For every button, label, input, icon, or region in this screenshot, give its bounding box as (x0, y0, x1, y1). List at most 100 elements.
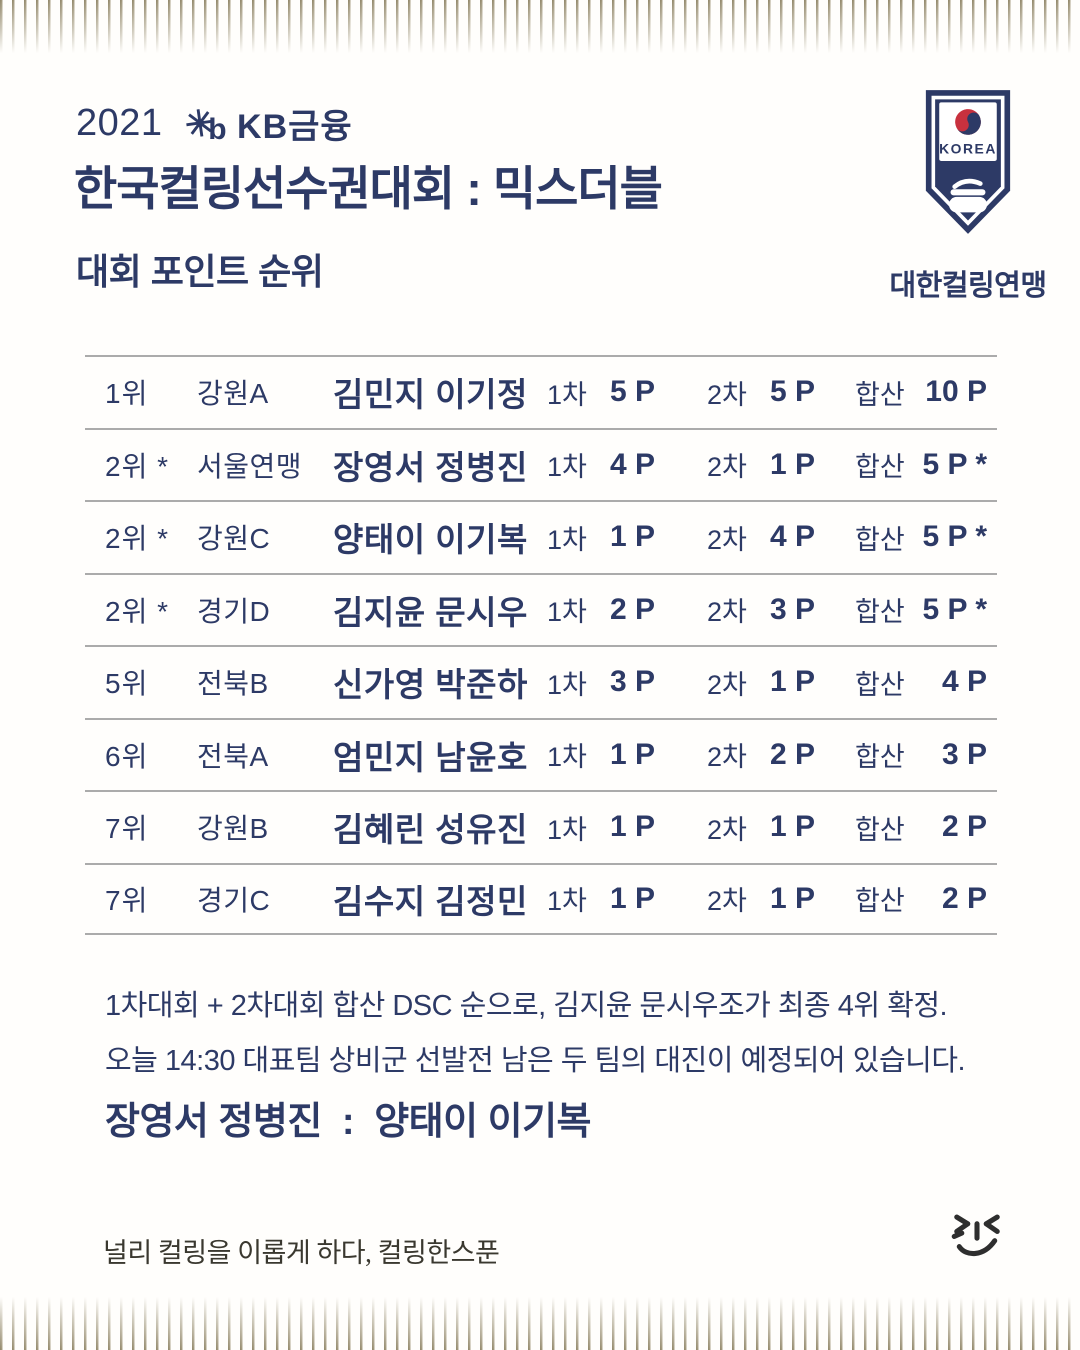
year-label: 2021 (76, 102, 163, 144)
rank-cell: 1위 (105, 378, 149, 410)
round2-label: 2차 (707, 742, 747, 773)
round2-points: 1 P (769, 447, 815, 481)
badge-shield-icon: KOREA (925, 90, 1011, 234)
table-row: 2위 * 경기D 김지윤 문시우 1차 2 P 2차 3 P 합산 5 P * (85, 572, 997, 646)
total-points: 4 P (941, 665, 987, 699)
round1-points: 1 P (609, 810, 655, 844)
brand-slogan: 널리 컬링을 이롭게 하다, 컬링한스푼 (103, 1238, 500, 1268)
round1-label: 1차 (547, 452, 587, 483)
total-label: 합산 (855, 742, 905, 773)
note-line-1: 1차대회 + 2차대회 합산 DSC 순으로, 김지윤 문시우조가 최종 4위 … (105, 990, 948, 1022)
badge-country-label: KOREA (939, 140, 997, 156)
korea-curling-badge: KOREA (922, 87, 1014, 242)
page-title: 한국컬링선수권대회 : 믹스더블 (74, 162, 663, 215)
round1-label: 1차 (547, 742, 587, 773)
total-label: 합산 (855, 814, 905, 845)
round1-label: 1차 (547, 886, 587, 917)
note-line-2: 오늘 14:30 대표팀 상비군 선발전 남은 두 팀의 대진이 예정되어 있습… (105, 1045, 966, 1077)
round1-label: 1차 (547, 379, 587, 410)
round1-label: 1차 (547, 597, 587, 628)
player-names-cell: 김민지 이기정 (333, 376, 528, 414)
total-points: 5 P * (922, 520, 988, 554)
table-row: 1위 강원A 김민지 이기정 1차 5 P 2차 5 P 합산 10 P (85, 355, 997, 428)
round2-label: 2차 (707, 524, 747, 555)
round1-label: 1차 (547, 524, 587, 555)
team-cell: 경기D (197, 595, 271, 627)
upcoming-match-line: 장영서 정병진 : 양태이 이기복 (105, 1101, 592, 1143)
round1-points: 1 P (609, 520, 655, 554)
rank-cell: 6위 (105, 740, 149, 772)
total-label: 합산 (855, 524, 905, 555)
round2-label: 2차 (707, 597, 747, 628)
rank-cell: 5위 (105, 668, 149, 700)
curling-hanspoon-logo (950, 1210, 1004, 1273)
page-subtitle: 대회 포인트 순위 (76, 251, 324, 292)
rank-cell: 2위 * (105, 523, 170, 555)
fringe-fade (0, 0, 1080, 56)
total-points: 5 P * (922, 592, 988, 626)
player-names-cell: 김혜린 성유진 (333, 811, 528, 849)
team-cell: 경기C (197, 884, 271, 916)
top-fringe-border (0, 0, 1080, 56)
round2-label: 2차 (707, 379, 747, 410)
sponsor-line: 2021 ✳ b KB금융 (76, 99, 353, 148)
round1-points: 3 P (609, 665, 655, 699)
rank-cell: 7위 (105, 884, 149, 916)
round2-points: 4 P (769, 520, 815, 554)
round2-points: 1 P (769, 810, 815, 844)
round2-points: 2 P (769, 737, 815, 771)
round2-points: 3 P (769, 592, 815, 626)
total-points: 2 P (941, 881, 987, 915)
team-cell: 강원C (197, 523, 271, 555)
team-cell: 강원B (197, 813, 269, 845)
total-points: 10 P (925, 375, 987, 409)
player-names-cell: 김지윤 문시우 (333, 593, 528, 631)
player-names-cell: 엄민지 남윤호 (333, 738, 528, 776)
curling-stone-icon (948, 178, 988, 213)
sponsor-name: KB금융 (237, 108, 353, 146)
rank-cell: 2위 * (105, 595, 170, 627)
taegeuk-icon (955, 109, 981, 135)
round1-points: 4 P (609, 447, 655, 481)
total-points: 5 P * (922, 447, 988, 481)
table-row: 6위 전북A 엄민지 남윤호 1차 1 P 2차 2 P 합산 3 P (85, 717, 997, 791)
federation-name: 대한컬링연맹 (889, 270, 1047, 302)
team-cell: 전북A (197, 740, 269, 772)
round1-points: 2 P (609, 592, 655, 626)
round2-label: 2차 (707, 452, 747, 483)
bottom-fringe-border (0, 1294, 1080, 1350)
round1-points: 5 P (609, 375, 655, 409)
total-label: 합산 (855, 379, 905, 410)
player-names-cell: 장영서 정병진 (333, 448, 528, 486)
round2-label: 2차 (707, 886, 747, 917)
table-row: 5위 전북B 신가영 박준하 1차 3 P 2차 1 P 합산 4 P (85, 645, 997, 718)
round1-points: 1 P (609, 881, 655, 915)
total-label: 합산 (855, 452, 905, 483)
table-row: 2위 * 강원C 양태이 이기복 1차 1 P 2차 4 P 합산 5 P * (85, 500, 997, 573)
round2-label: 2차 (707, 669, 747, 700)
kb-logo-icon: ✳ b (181, 100, 228, 146)
round1-label: 1차 (547, 669, 587, 700)
round2-label: 2차 (707, 814, 747, 845)
team-cell: 전북B (197, 668, 269, 700)
total-label: 합산 (855, 886, 905, 917)
fringe-fade (0, 1294, 1080, 1350)
round2-points: 1 P (769, 881, 815, 915)
round2-points: 1 P (769, 665, 815, 699)
total-points: 2 P (941, 810, 987, 844)
round2-points: 5 P (769, 375, 815, 409)
rank-cell: 2위 * (105, 450, 170, 482)
player-names-cell: 양태이 이기복 (333, 521, 528, 559)
table-row: 7위 경기C 김수지 김정민 1차 1 P 2차 1 P 합산 2 P (85, 862, 997, 935)
total-points: 3 P (941, 737, 987, 771)
player-names-cell: 김수지 김정민 (333, 882, 528, 920)
table-row: 7위 강원B 김혜린 성유진 1차 1 P 2차 1 P 합산 2 P (85, 790, 997, 863)
total-label: 합산 (855, 597, 905, 628)
smiley-face-icon (951, 1214, 1000, 1256)
round1-label: 1차 (547, 814, 587, 845)
team-cell: 서울연맹 (197, 450, 303, 482)
total-label: 합산 (855, 669, 905, 700)
table-row: 2위 * 서울연맹 장영서 정병진 1차 4 P 2차 1 P 합산 5 P * (85, 427, 997, 501)
ranking-table: 1위 강원A 김민지 이기정 1차 5 P 2차 5 P 합산 10 P 2위 … (85, 355, 997, 935)
